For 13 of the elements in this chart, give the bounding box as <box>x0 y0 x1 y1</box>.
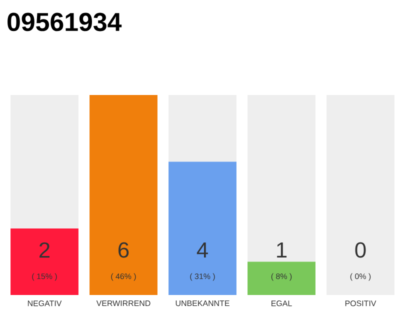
annotation: 0 <box>355 242 366 258</box>
bar <box>90 95 158 295</box>
bar <box>248 262 316 295</box>
bar <box>168 162 236 295</box>
data-label: 2 <box>40 242 50 258</box>
bar <box>248 95 316 262</box>
bar <box>10 228 78 295</box>
bar <box>10 95 78 228</box>
bar <box>168 95 236 162</box>
data-label: 1 <box>277 242 287 258</box>
chart-title: 09561934 <box>8 12 122 32</box>
data-label: 6 <box>118 242 129 258</box>
data-label: 4 <box>196 242 208 258</box>
